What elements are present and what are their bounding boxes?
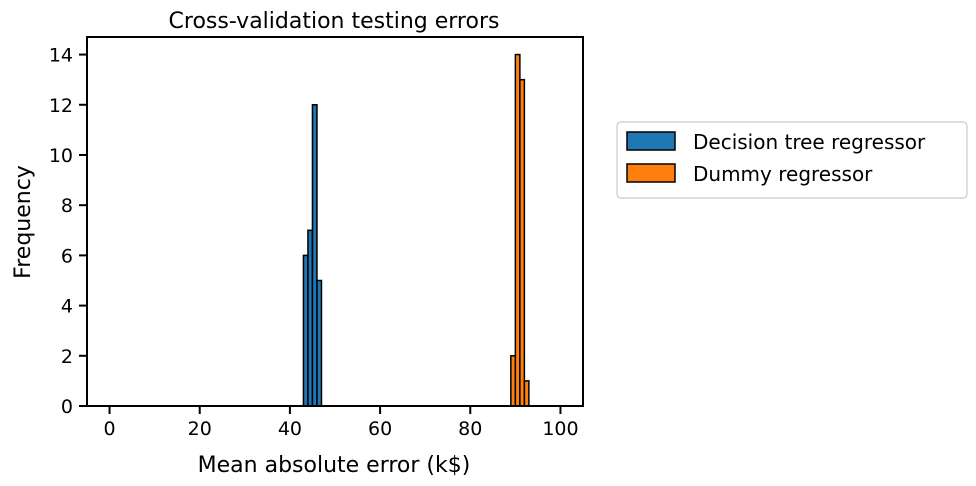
y-axis-ticks: 0 2 4 6 8 10 12 14 bbox=[49, 45, 87, 418]
chart-title: Cross-validation testing errors bbox=[169, 9, 500, 34]
legend-frame bbox=[616, 121, 968, 199]
x-tick-label: 80 bbox=[458, 418, 482, 440]
legend-swatch bbox=[626, 131, 676, 151]
legend: Decision tree regressor Dummy regressor bbox=[616, 121, 968, 199]
x-axis-ticks: 0 20 40 60 80 100 bbox=[103, 406, 579, 440]
y-tick-label: 4 bbox=[61, 296, 73, 318]
y-tick-label: 10 bbox=[49, 145, 73, 167]
x-tick-label: 20 bbox=[188, 418, 212, 440]
bars-group bbox=[109, 53, 561, 407]
x-tick-label: 0 bbox=[103, 418, 115, 440]
legend-swatch bbox=[626, 163, 676, 183]
x-tick-label: 100 bbox=[542, 418, 578, 440]
y-tick-label: 12 bbox=[49, 95, 73, 117]
bar-dummy-2 bbox=[519, 78, 526, 407]
legend-label: Decision tree regressor bbox=[693, 130, 926, 154]
legend-label: Dummy regressor bbox=[693, 162, 873, 186]
bar-decision-tree-3 bbox=[316, 279, 323, 407]
x-axis-title: Mean absolute error (k$) bbox=[198, 453, 471, 478]
bar-dummy-3 bbox=[523, 380, 530, 407]
plot-frame bbox=[86, 36, 584, 407]
y-tick-label: 0 bbox=[61, 396, 73, 418]
y-tick-label: 14 bbox=[49, 45, 73, 67]
y-axis-title: Frequency bbox=[11, 165, 36, 279]
y-tick-label: 8 bbox=[61, 195, 73, 217]
x-tick-label: 40 bbox=[278, 418, 302, 440]
x-tick-label: 60 bbox=[368, 418, 392, 440]
y-tick-label: 6 bbox=[61, 245, 73, 267]
y-tick-label: 2 bbox=[61, 346, 73, 368]
